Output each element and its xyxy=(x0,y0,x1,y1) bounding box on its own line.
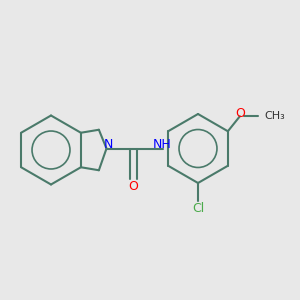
Text: O: O xyxy=(235,107,245,120)
Text: N: N xyxy=(103,137,113,151)
Text: CH₃: CH₃ xyxy=(264,111,285,121)
Text: Cl: Cl xyxy=(192,202,204,215)
Text: O: O xyxy=(129,179,138,193)
Text: NH: NH xyxy=(153,137,171,151)
